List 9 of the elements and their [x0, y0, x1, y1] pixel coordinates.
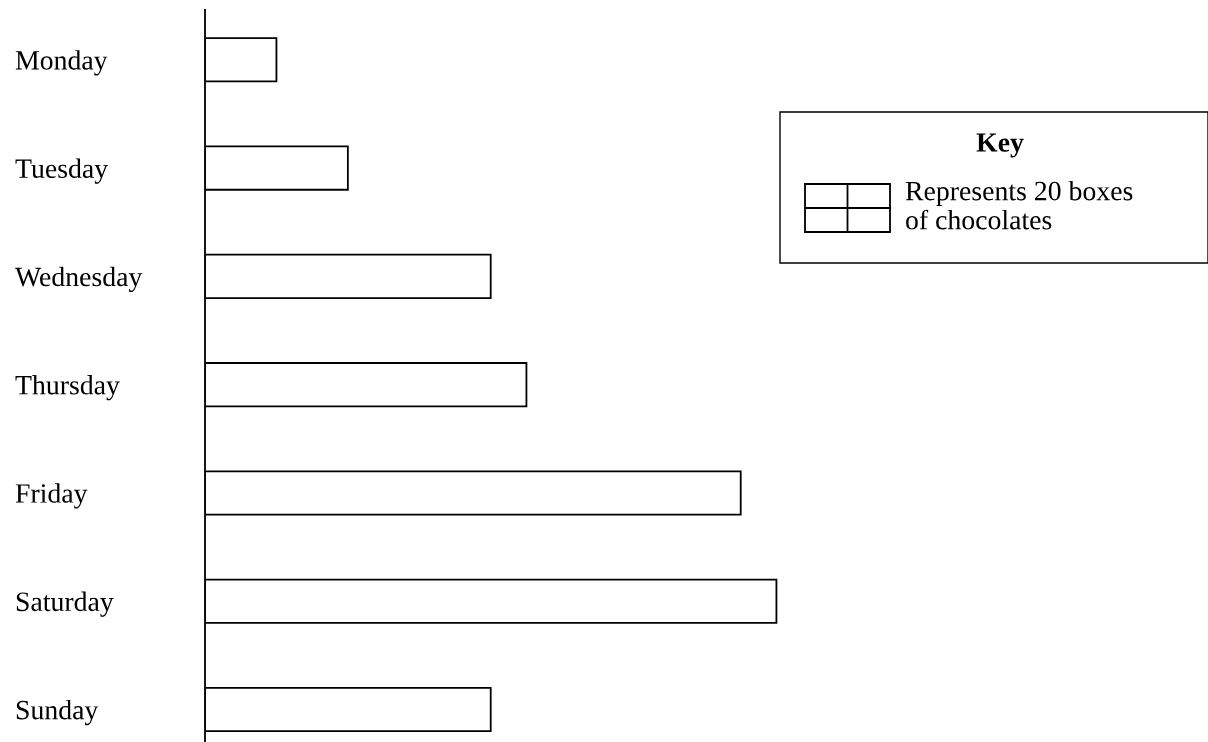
y-tick-label: Tuesday — [15, 158, 109, 184]
y-tick-label: Sunday — [16, 699, 99, 726]
y-tick-label: Wednesday — [15, 266, 143, 293]
y-tick-label: Friday — [15, 483, 88, 509]
y-tick-label: Monday — [15, 50, 108, 76]
y-tick-label: Saturday — [16, 591, 114, 617]
text: Represents 20 boxes of chocolates — [905, 180, 1133, 230]
y-tick-label: Thursday — [15, 375, 120, 401]
text: Key — [976, 133, 1024, 158]
